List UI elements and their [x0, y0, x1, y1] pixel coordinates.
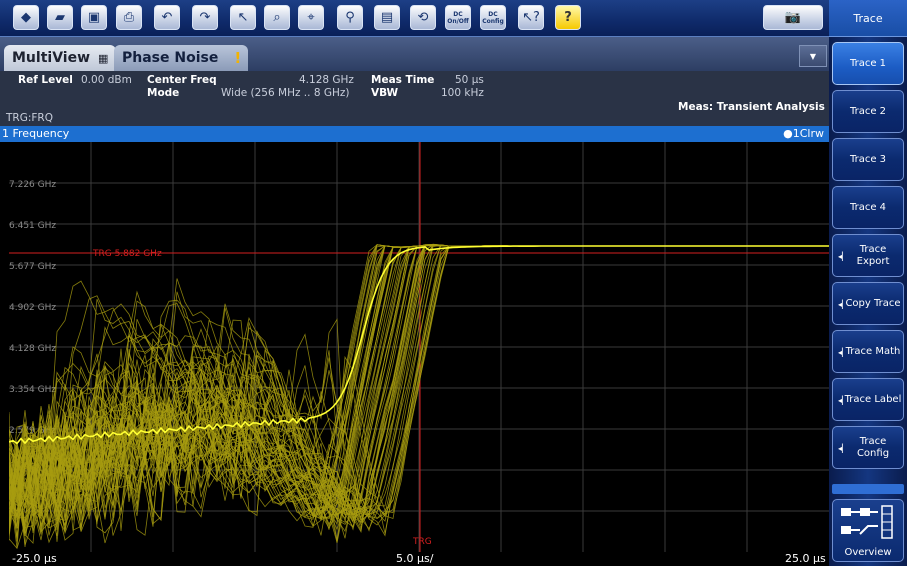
- overview-button[interactable]: Overview: [832, 499, 904, 562]
- expand-arrow-icon: ◂▏: [838, 396, 849, 405]
- y-tick-label: 7.226 GHz: [9, 180, 56, 190]
- mode-key: Mode: [147, 87, 180, 99]
- meas-time-key: Meas Time: [371, 74, 435, 86]
- tab-multiview-label: MultiView: [12, 50, 91, 66]
- ref-level-key: Ref Level: [18, 74, 73, 86]
- windows-icon[interactable]: ◆: [13, 5, 39, 30]
- warning-icon: !: [234, 49, 242, 67]
- softkey-label: Trace 4: [849, 201, 887, 213]
- meas-time-value: 50 µs: [455, 74, 484, 86]
- tab-phase-noise-label: Phase Noise: [122, 50, 219, 66]
- measurement-label: Meas: Transient Analysis: [678, 101, 825, 113]
- y-tick-label: 2.579 GHz: [9, 426, 56, 436]
- x-axis-start: -25.0 µs: [12, 552, 57, 565]
- y-tick-label: 4.902 GHz: [9, 303, 56, 313]
- trigger-info: TRG:FRQ: [6, 112, 53, 124]
- save-icon[interactable]: ▣: [81, 5, 107, 30]
- sidebar-divider: [832, 484, 904, 494]
- softkey-copy-trace[interactable]: ◂▏ Copy Trace: [832, 282, 904, 325]
- softkey-trace-export[interactable]: ◂▏ Trace Export: [832, 234, 904, 277]
- y-tick-label: 5.677 GHz: [9, 262, 56, 272]
- expand-arrow-icon: ◂▏: [838, 348, 849, 357]
- overview-icon: [841, 505, 893, 539]
- frequency-plot: 7.226 GHz 6.451 GHz 5.677 GHz 4.902 GHz 4.12…: [8, 142, 829, 552]
- softkey-label: Trace Label: [844, 393, 902, 405]
- softkey-label: Trace 1: [849, 57, 887, 69]
- softkey-trace-label[interactable]: ◂▏ Trace Label: [832, 378, 904, 421]
- print-icon[interactable]: ⎙: [116, 5, 142, 30]
- center-freq-value: 4.128 GHz: [299, 74, 354, 86]
- open-icon[interactable]: ▰: [47, 5, 73, 30]
- full-screen-icon[interactable]: ▤: [374, 5, 400, 30]
- plot-left-margin: [0, 142, 9, 552]
- tab-dropdown-button[interactable]: ▼: [799, 45, 827, 67]
- expand-arrow-icon: ◂▏: [838, 252, 849, 261]
- channel-info-bar: Ref Level 0.00 dBm Center Freq 4.128 GHz…: [0, 71, 829, 126]
- trace-badge: ●1Clrw: [783, 127, 824, 140]
- channel-tab-bar: MultiView ▦ Phase Noise !: [0, 37, 829, 71]
- redo-icon[interactable]: ↷: [192, 5, 218, 30]
- softkey-trace-math[interactable]: ◂▏ Trace Math: [832, 330, 904, 373]
- expand-arrow-icon: ◂▏: [838, 444, 849, 453]
- frequency-diagram[interactable]: 7.226 GHz 6.451 GHz 5.677 GHz 4.902 GHz 4.12…: [8, 142, 829, 552]
- diagram-title-bar: 1 Frequency ●1Clrw: [0, 126, 829, 142]
- grid-icon: ▦: [98, 51, 109, 65]
- sidebar-title: Trace: [829, 0, 907, 37]
- screenshot-camera-icon[interactable]: 📷: [763, 5, 823, 30]
- overview-label: Overview: [844, 547, 892, 558]
- softkey-label: Trace 2: [849, 105, 887, 117]
- expand-arrow-icon: ◂▏: [838, 300, 849, 309]
- dc-on-off-button[interactable]: DC On/Off: [445, 5, 471, 30]
- marker-zoom-icon[interactable]: ⌖: [298, 5, 324, 30]
- toolbar: ◆ ▰ ▣ ⎙ ↶ ↷ ↖ ⌕ ⌖ ⚲ ▤ ⟲ DC On/Off DC Con…: [0, 0, 829, 37]
- softkey-label: Trace Export: [856, 243, 890, 267]
- vbw-key: VBW: [371, 87, 399, 99]
- ref-level-value: 0.00 dBm: [81, 74, 132, 86]
- softkey-label: Trace 3: [849, 153, 887, 165]
- trigger-level-label: TRG 5.882 GHz: [92, 249, 162, 259]
- select-icon[interactable]: ↖: [230, 5, 256, 30]
- softkey-label: Trace Math: [845, 345, 901, 357]
- trigger-marker-label: TRG: [412, 537, 432, 547]
- help-button[interactable]: ?: [555, 5, 581, 30]
- softkey-label: Trace Config: [856, 435, 890, 459]
- y-tick-label: 4.128 GHz: [9, 344, 56, 354]
- zoom-1-1-icon[interactable]: ⚲: [337, 5, 363, 30]
- trace-1-line: [8, 245, 829, 445]
- x-axis-bar: -25.0 µs 5.0 µs/ 25.0 µs: [0, 552, 829, 566]
- context-help-icon[interactable]: ↖?: [518, 5, 544, 30]
- sweep-icon[interactable]: ⟲: [410, 5, 436, 30]
- tab-phase-noise[interactable]: Phase Noise !: [114, 45, 248, 71]
- softkey-trace-config[interactable]: ◂▏ Trace Config: [832, 426, 904, 469]
- diagram-title: 1 Frequency: [2, 127, 70, 140]
- softkey-sidebar: Trace Trace 1 Trace 2 Trace 3 Trace 4 ◂▏ Trac…: [829, 0, 907, 566]
- softkey-trace-4[interactable]: Trace 4: [832, 186, 904, 229]
- dc-config-button[interactable]: DC Config: [480, 5, 506, 30]
- zoom-icon[interactable]: ⌕: [264, 5, 290, 30]
- vbw-value: 100 kHz: [441, 87, 484, 99]
- mode-value: Wide (256 MHz .. 8 GHz): [221, 87, 350, 99]
- softkey-trace-3[interactable]: Trace 3: [832, 138, 904, 181]
- x-axis-stop: 25.0 µs: [785, 552, 826, 565]
- softkey-trace-1[interactable]: Trace 1: [832, 42, 904, 85]
- y-tick-label: 3.354 GHz: [9, 385, 56, 395]
- undo-icon[interactable]: ↶: [154, 5, 180, 30]
- softkey-trace-2[interactable]: Trace 2: [832, 90, 904, 133]
- softkey-label: Copy Trace: [845, 297, 901, 309]
- y-tick-label: 6.451 GHz: [9, 221, 56, 231]
- tab-multiview[interactable]: MultiView ▦: [4, 45, 116, 71]
- center-freq-key: Center Freq: [147, 74, 217, 86]
- x-axis-division: 5.0 µs/: [396, 552, 434, 565]
